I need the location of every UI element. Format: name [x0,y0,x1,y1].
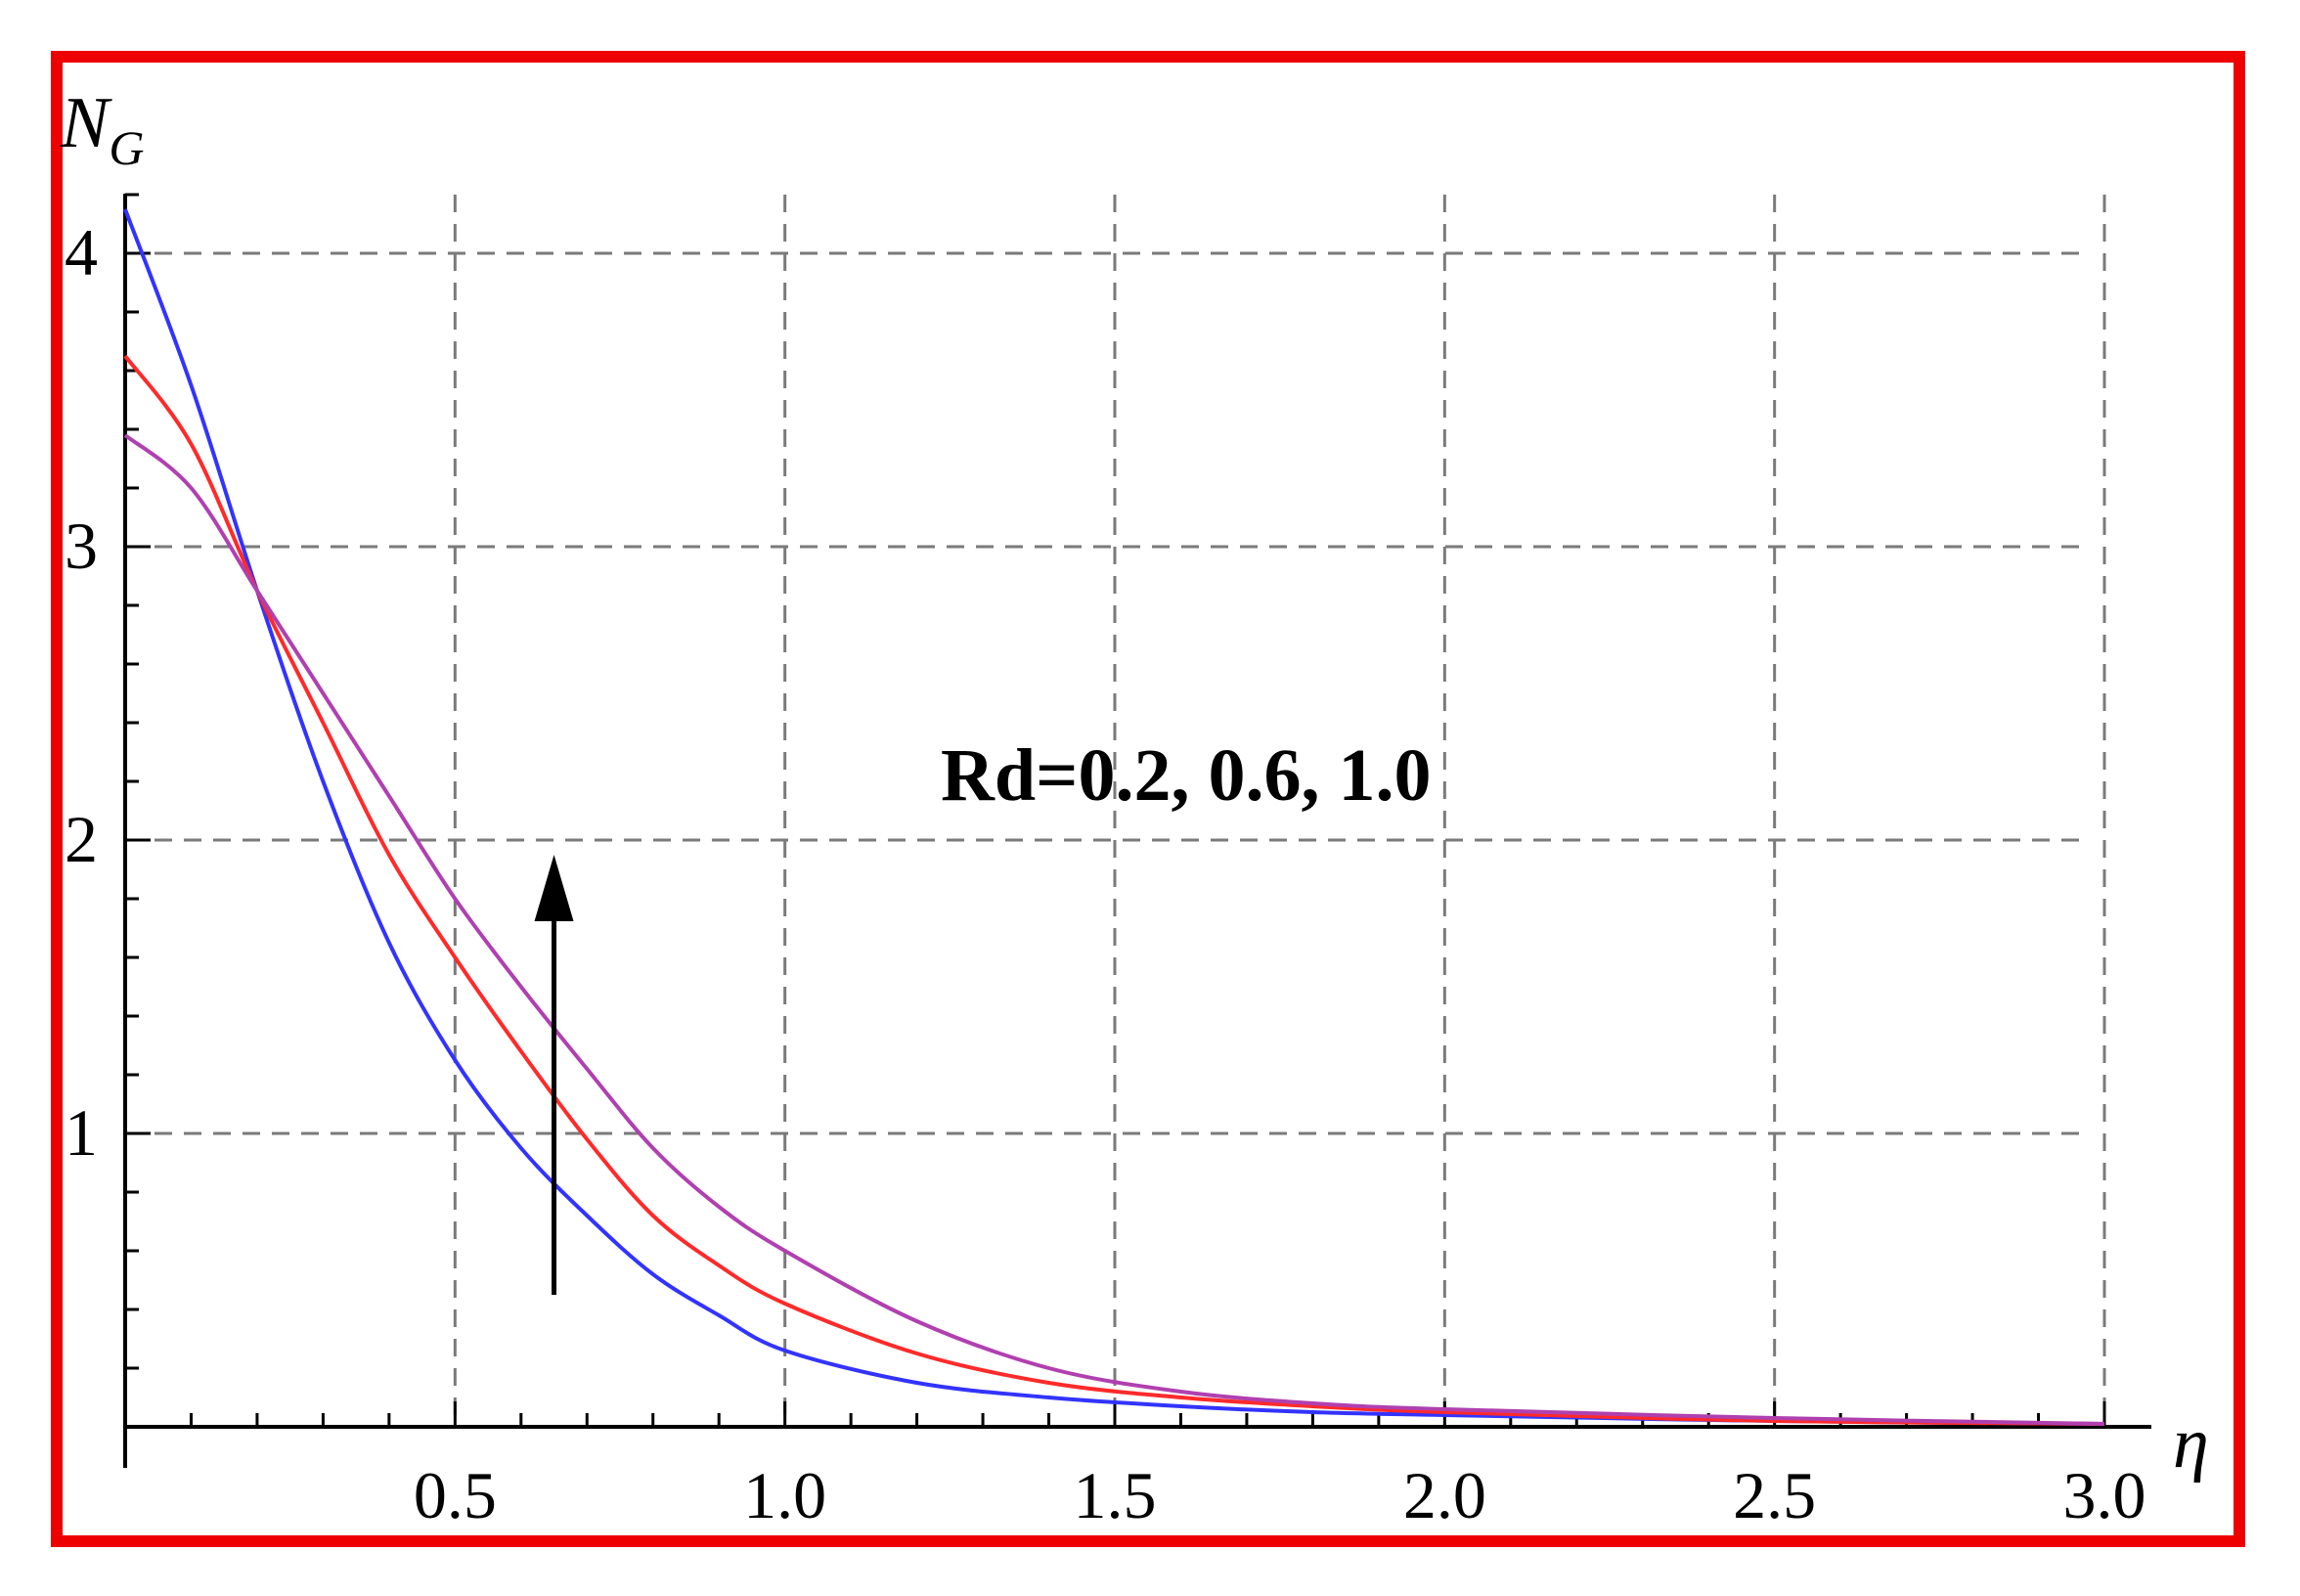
series-layer [123,208,2105,1426]
grid [125,195,2106,1427]
series-line-3 [123,433,2105,1426]
series-line-1 [123,208,2105,1426]
parameter-annotation: Rd=0.2, 0.6, 1.0 [941,734,1431,817]
tick-labels: 0.5 1.0 1.5 2.0 2.5 3.0 1 2 3 4 [65,215,2146,1532]
arrow-head [534,855,574,921]
y-tick-label: 2 [65,802,98,876]
x-tick-label: 1.5 [1074,1458,1157,1532]
trend-arrow [534,855,574,1295]
x-tick-label: 2.0 [1403,1458,1486,1532]
x-tick-label: 2.5 [1733,1458,1816,1532]
y-axis-label-sub: G [109,120,144,175]
x-axis-label: η [2173,1403,2209,1484]
y-tick-label: 1 [65,1095,98,1170]
x-tick-label: 0.5 [414,1458,497,1532]
y-tick-label: 4 [65,215,98,289]
x-tick-label: 3.0 [2063,1458,2146,1532]
plot-frame [51,51,2245,1547]
x-tick-label: 1.0 [743,1458,826,1532]
y-axis-label: NG [60,83,144,175]
axes [123,193,2151,1468]
y-axis-label-main: N [60,83,112,163]
series-line-2 [123,354,2105,1426]
y-tick-label: 3 [65,509,98,583]
